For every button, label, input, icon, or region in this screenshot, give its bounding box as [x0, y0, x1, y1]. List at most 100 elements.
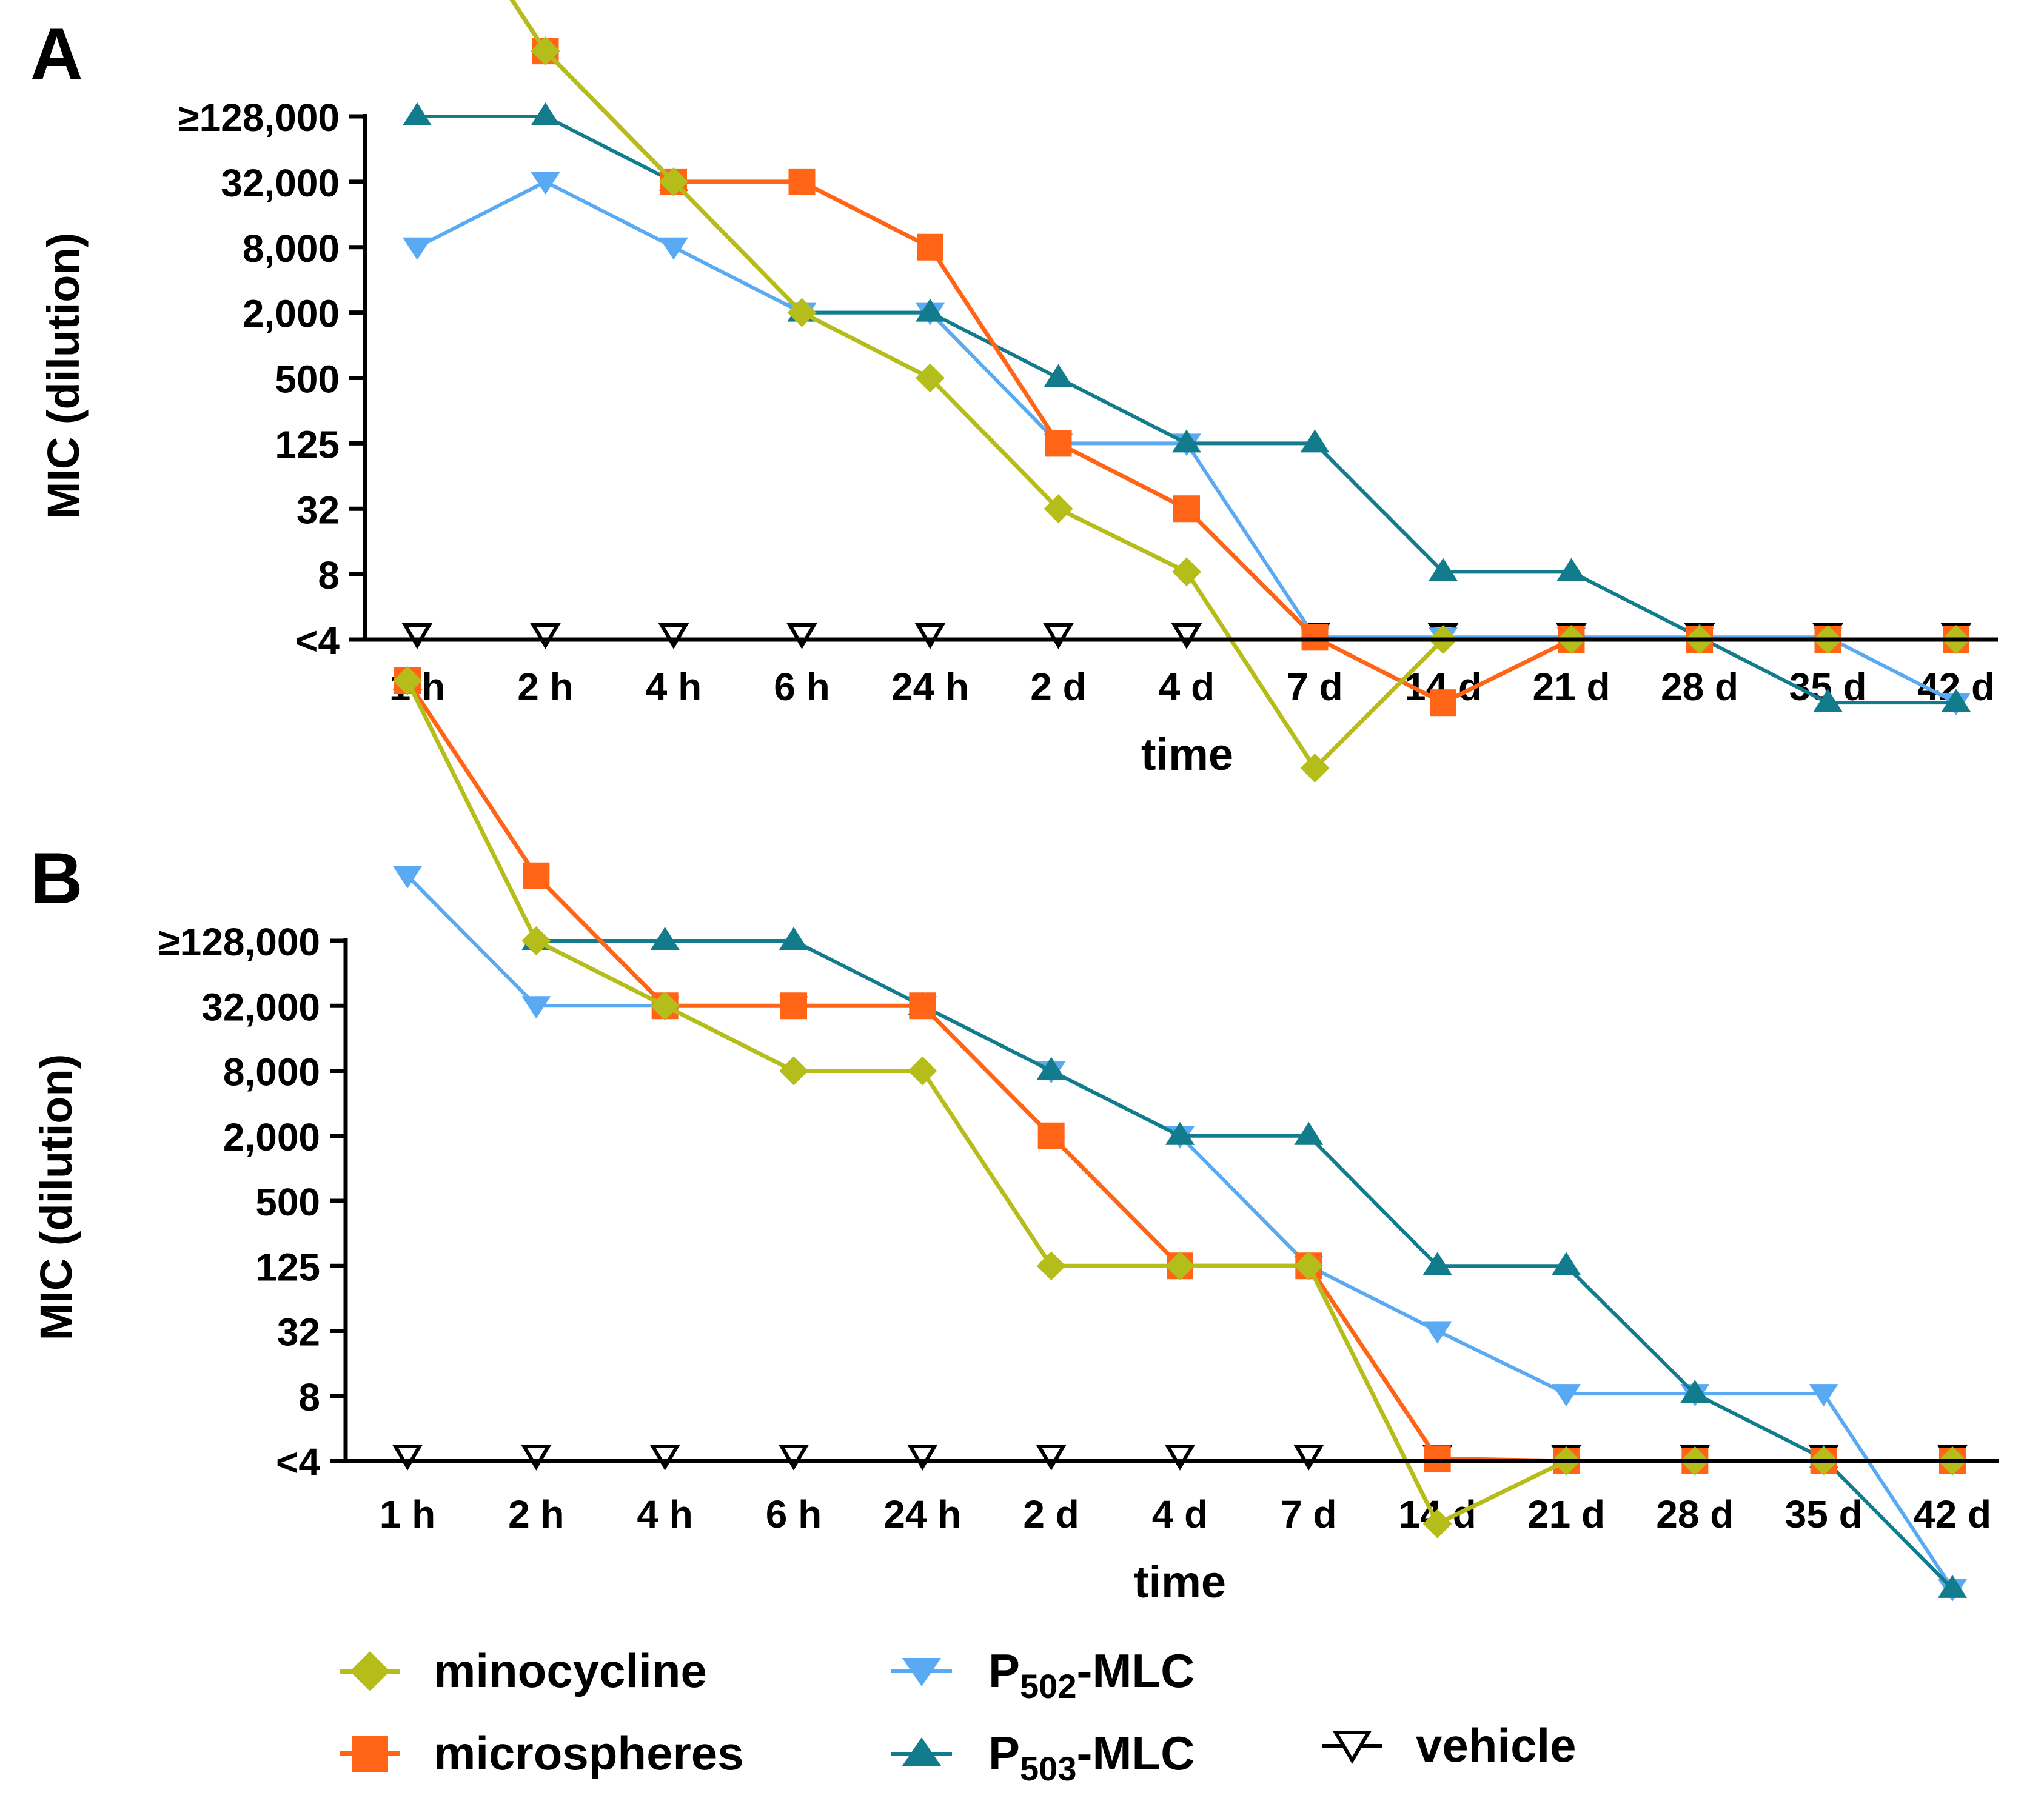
- data-point-microspheres: [1301, 624, 1329, 651]
- data-point-p503: [650, 927, 680, 950]
- x-tick-label: 24 h: [883, 1492, 961, 1536]
- data-point-p503: [1942, 689, 1971, 712]
- data-point-p502: [1552, 1384, 1581, 1407]
- data-point-minocycline: [650, 991, 680, 1021]
- data-point-minocycline: [916, 363, 945, 393]
- x-tick-label: 6 h: [766, 1492, 822, 1536]
- x-tick-label: 2 d: [1030, 665, 1086, 709]
- y-tick-label: 32: [297, 488, 340, 532]
- data-point-p503: [1680, 1380, 1710, 1403]
- axes: [343, 938, 1999, 1463]
- x-tick-label: 42 d: [1914, 1492, 1991, 1536]
- x-tick-label: 4 d: [1152, 1492, 1208, 1536]
- data-point-microspheres: [780, 992, 807, 1020]
- y-tick-label: 32,000: [201, 985, 320, 1029]
- data-point-p503: [1552, 1252, 1581, 1275]
- y-ticks: ≥128,000 32,000 8,000 2,000 500 125 32 8 <4: [159, 920, 346, 1484]
- x-tick-label: 21 d: [1532, 665, 1610, 709]
- p503-sub: 503: [1020, 1749, 1076, 1788]
- data-point-minocycline: [1036, 1251, 1066, 1281]
- data-point-microspheres: [1430, 689, 1456, 717]
- data-point-vehicle: [786, 623, 817, 649]
- data-point-minocycline: [393, 666, 422, 695]
- x-tick-label: 4 d: [1159, 665, 1215, 709]
- data-point-minocycline: [1165, 1251, 1195, 1281]
- data-point-vehicle: [649, 1445, 680, 1471]
- data-point-p503: [1429, 558, 1458, 581]
- data-point-microspheres: [788, 168, 816, 195]
- legend-marker-microspheres: [352, 1736, 388, 1772]
- data-point-minocycline: [1300, 753, 1330, 783]
- data-point-p503: [779, 927, 808, 950]
- p502-sub: 502: [1020, 1667, 1076, 1705]
- y-tick-label: 32,000: [221, 161, 340, 205]
- legend-item-microspheres: microspheres: [340, 1726, 744, 1780]
- legend-marker-minocycline: [350, 1651, 390, 1691]
- data-point-p502: [659, 237, 688, 260]
- y-tick-label: 32: [277, 1311, 320, 1354]
- data-point-p503: [1300, 429, 1330, 453]
- y-tick-label: 8: [298, 1375, 320, 1419]
- data-point-minocycline: [908, 1056, 937, 1086]
- legend-marker-p502: [902, 1658, 941, 1686]
- data-point-minocycline: [1294, 1251, 1324, 1281]
- x-tick-label: 24 h: [891, 665, 969, 709]
- legend-item-p503: P503-MLC: [891, 1726, 1195, 1788]
- data-point-vehicle: [778, 1445, 809, 1471]
- series-layer: [401, 0, 1972, 783]
- y-tick-label: 2,000: [223, 1115, 320, 1159]
- data-point-minocycline: [779, 1056, 808, 1086]
- data-point-p503: [1165, 1121, 1195, 1145]
- data-point-p503: [1813, 689, 1843, 712]
- data-point-vehicle: [1293, 1445, 1324, 1471]
- y-tick-label: 8,000: [243, 227, 340, 270]
- x-tick-label: 2 h: [508, 1492, 564, 1536]
- data-point-p502: [531, 172, 560, 195]
- p502-suffix: -MLC: [1076, 1644, 1195, 1697]
- data-point-microspheres: [1173, 495, 1200, 523]
- data-point-microspheres: [1045, 430, 1072, 457]
- data-point-microspheres: [909, 992, 936, 1020]
- data-point-vehicle: [521, 1445, 552, 1471]
- legend-item-p502: P502-MLC: [891, 1644, 1195, 1705]
- series-line-microspheres: [509, 0, 1956, 705]
- data-point-vehicle: [1164, 1445, 1196, 1471]
- panel-a: A MIC (dilution) time ≥128,000 32,000 8,00…: [30, 0, 1998, 783]
- data-point-microspheres: [1424, 1445, 1451, 1472]
- legend-marker-p503: [902, 1737, 941, 1766]
- data-point-vehicle: [914, 623, 946, 649]
- data-point-p502: [393, 866, 422, 889]
- legend-label-microspheres: microspheres: [434, 1726, 744, 1780]
- x-tick-label: 2 d: [1023, 1492, 1079, 1536]
- x-tick-label: 4 h: [637, 1492, 692, 1536]
- legend-label-vehicle: vehicle: [1416, 1719, 1577, 1772]
- data-point-minocycline: [531, 36, 560, 66]
- p503-base: P: [988, 1726, 1020, 1780]
- y-ticks: ≥128,000 32,000 8,000 2,000 500 125 32 8 <4: [178, 96, 365, 663]
- data-point-p502: [403, 237, 432, 260]
- data-point-p503: [1172, 429, 1201, 453]
- data-point-p502: [1422, 1321, 1452, 1344]
- x-tick-label: 21 d: [1527, 1492, 1605, 1536]
- legend-label-minocycline: minocycline: [434, 1644, 707, 1697]
- data-point-vehicle: [1043, 623, 1074, 649]
- panel-b: B MIC (dilution) time ≥128,000 32,000 8,00…: [30, 666, 1999, 1607]
- data-point-p503: [403, 102, 432, 125]
- y-tick-label: <4: [295, 619, 340, 663]
- data-point-p503: [1294, 1121, 1324, 1145]
- p502-base: P: [988, 1644, 1020, 1697]
- x-tick-label: 28 d: [1656, 1492, 1734, 1536]
- data-point-p503: [1556, 558, 1586, 581]
- data-point-p502: [521, 996, 551, 1019]
- data-point-vehicle: [658, 623, 689, 649]
- data-point-p503: [1938, 1574, 1967, 1598]
- y-axis-label: MIC (dilution): [38, 233, 89, 520]
- x-tick-label: 1 h: [380, 1492, 435, 1536]
- data-point-p503: [1044, 364, 1073, 387]
- data-point-vehicle: [907, 1445, 938, 1471]
- series-line-minocycline: [509, 0, 1956, 770]
- data-point-minocycline: [659, 167, 688, 196]
- y-tick-label: <4: [276, 1440, 320, 1484]
- data-point-minocycline: [521, 926, 551, 955]
- data-point-microspheres: [917, 233, 943, 261]
